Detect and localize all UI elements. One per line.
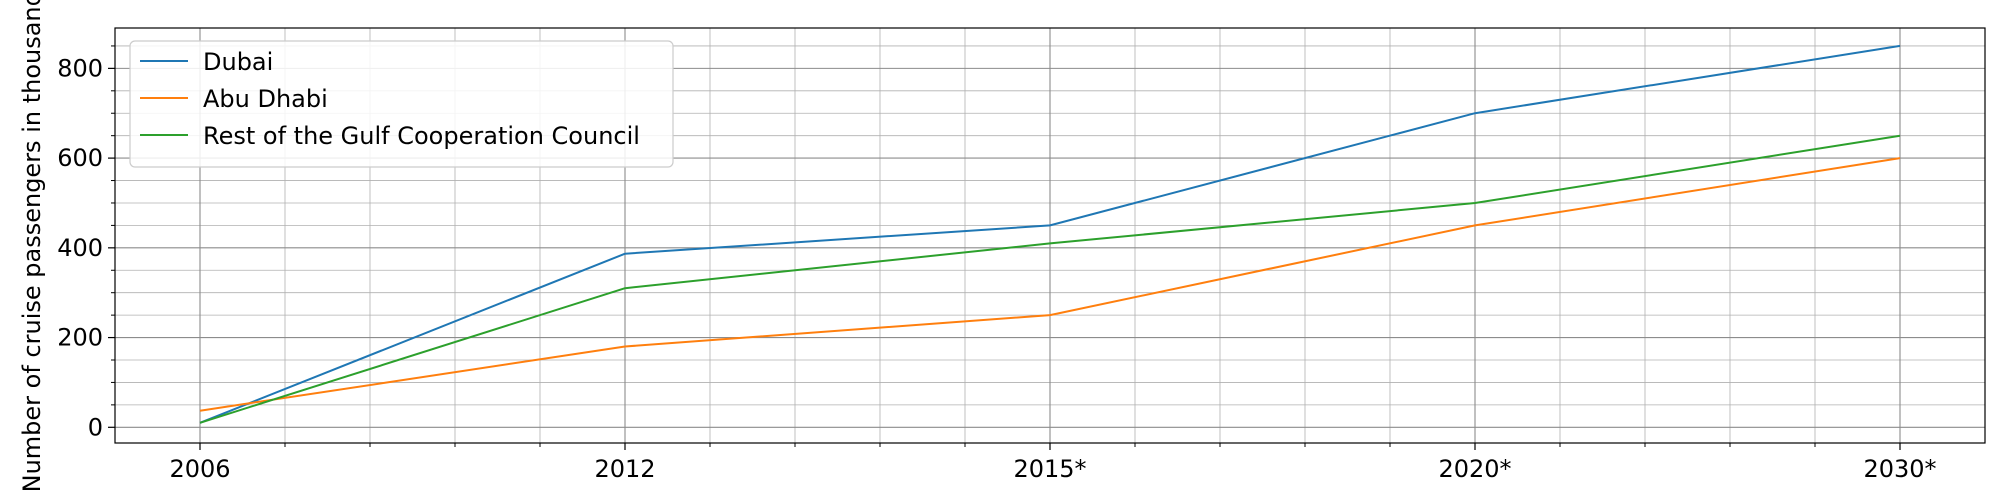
y-tick-label: 400 [57,234,103,262]
x-tick-label: 2006 [169,455,230,483]
legend-label: Rest of the Gulf Cooperation Council [203,122,640,150]
x-tick-label: 2015* [1013,455,1086,483]
x-tick-label: 2030* [1863,455,1936,483]
grid [115,28,1985,443]
axis-ticks: 2006 2012 2015* 2020* 2030* 0 200 400 600 800 [57,45,1937,483]
x-tick-label: 2012 [594,455,655,483]
y-tick-label: 0 [88,413,103,441]
series-lines [199,44,1901,424]
series-line [199,157,1901,412]
legend-label: Abu Dhabi [203,85,328,113]
y-axis-label: Number of cruise passengers in thousands [18,0,46,492]
x-tick-label: 2020* [1438,455,1511,483]
legend-label: Dubai [203,48,273,76]
legend: Dubai Abu Dhabi Rest of the Gulf Cooperati… [129,40,674,168]
y-tick-label: 800 [57,54,103,82]
series-line [199,134,1901,424]
y-tick-label: 600 [57,144,103,172]
legend-box [129,40,674,168]
y-tick-label: 200 [57,324,103,352]
series-line [199,44,1901,424]
